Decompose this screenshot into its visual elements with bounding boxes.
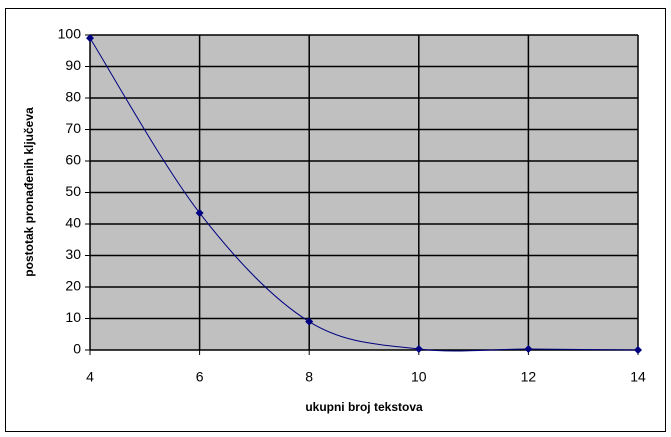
x-tick-label: 6 xyxy=(196,369,204,385)
data-point xyxy=(195,208,204,217)
data-point xyxy=(86,34,94,43)
y-tick-label: 10 xyxy=(65,309,81,325)
y-tick-label: 60 xyxy=(65,152,81,168)
data-point xyxy=(634,346,642,354)
x-tick-label: 14 xyxy=(630,369,646,385)
data-point xyxy=(524,345,533,354)
x-tick-label: 4 xyxy=(86,369,94,385)
y-tick-label: 20 xyxy=(65,278,81,294)
y-tick-label: 50 xyxy=(65,183,81,199)
y-tick-label: 30 xyxy=(65,246,81,262)
y-tick-label: 80 xyxy=(65,89,81,105)
x-tick-label: 10 xyxy=(411,369,427,385)
x-axis-title: ukupni broj tekstova xyxy=(305,400,423,414)
y-tick-label: 0 xyxy=(73,341,81,357)
y-axis-title: postotak pronađenih ključeva xyxy=(22,107,36,277)
y-tick-label: 40 xyxy=(65,215,81,231)
y-tick-label: 100 xyxy=(58,26,82,42)
data-point xyxy=(414,345,423,354)
data-point xyxy=(305,317,314,326)
y-tick-label: 70 xyxy=(65,120,81,136)
y-tick-label: 90 xyxy=(65,57,81,73)
x-tick-label: 8 xyxy=(305,369,313,385)
x-tick-label: 12 xyxy=(521,369,537,385)
